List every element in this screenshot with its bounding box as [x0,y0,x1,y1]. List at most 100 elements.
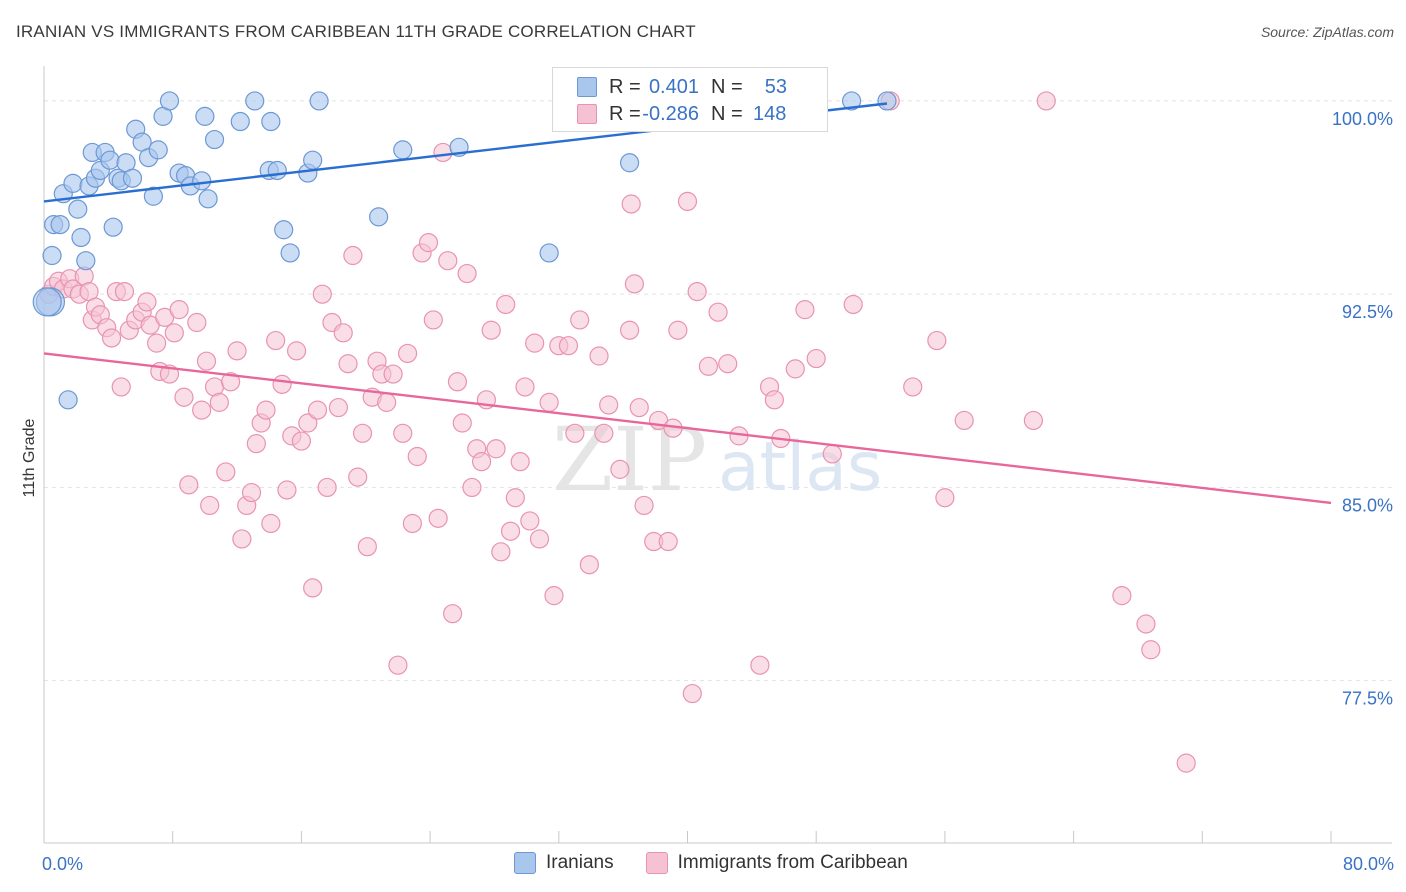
data-point-caribbean[interactable] [303,578,323,598]
data-point-caribbean[interactable] [397,343,418,364]
data-point-caribbean[interactable] [1141,640,1161,660]
data-point-caribbean[interactable] [423,310,443,330]
data-point-caribbean[interactable] [579,555,599,575]
data-point-caribbean[interactable] [510,452,530,472]
data-point-caribbean[interactable] [256,400,276,420]
data-point-caribbean[interactable] [227,341,247,361]
data-point-caribbean[interactable] [1036,91,1056,111]
data-point-caribbean[interactable] [272,374,292,394]
data-point-caribbean[interactable] [565,423,585,443]
data-point-caribbean[interactable] [147,333,167,353]
data-point-caribbean[interactable] [634,495,654,516]
data-point-caribbean[interactable] [658,531,678,552]
data-point-caribbean[interactable] [500,521,521,541]
data-point-iranians[interactable] [539,243,559,263]
data-point-caribbean[interactable] [443,604,463,624]
data-point-caribbean[interactable] [291,431,311,451]
data-point-caribbean[interactable] [433,142,453,163]
data-point-caribbean[interactable] [352,423,373,443]
data-point-iranians[interactable] [245,91,265,111]
data-point-caribbean[interactable] [393,423,413,443]
data-point-caribbean[interactable] [1112,586,1132,606]
data-point-caribbean[interactable] [795,300,815,320]
data-point-caribbean[interactable] [388,655,408,675]
data-point-caribbean[interactable] [1023,410,1043,431]
data-point-caribbean[interactable] [806,348,826,369]
data-point-iranians[interactable] [192,171,212,191]
data-point-caribbean[interactable] [169,300,189,320]
data-point-iranians[interactable] [42,245,62,266]
data-point-caribbean[interactable] [471,452,492,472]
data-point-caribbean[interactable] [221,372,241,392]
data-point-caribbean[interactable] [111,377,131,397]
data-point-iranians[interactable] [230,111,250,132]
data-point-caribbean[interactable] [343,245,363,266]
series-legend-caribbean[interactable]: Immigrants from Caribbean [645,852,908,874]
data-point-caribbean[interactable] [179,475,199,495]
data-point-iranians[interactable] [63,173,83,193]
data-point-caribbean[interactable] [764,390,784,410]
data-point-caribbean[interactable] [338,354,358,374]
data-point-caribbean[interactable] [383,364,403,384]
data-point-caribbean[interactable] [452,413,472,433]
data-point-caribbean[interactable] [621,194,641,214]
data-point-caribbean[interactable] [750,655,770,675]
data-point-caribbean[interactable] [496,294,516,315]
data-point-iranians[interactable] [143,186,163,206]
data-point-caribbean[interactable] [520,511,540,531]
data-point-caribbean[interactable] [447,372,468,392]
data-point-iranians[interactable] [198,189,218,209]
data-point-iranians[interactable] [393,140,413,160]
data-point-caribbean[interactable] [196,351,217,371]
data-point-caribbean[interactable] [328,397,349,418]
data-point-caribbean[interactable] [232,529,252,549]
data-point-caribbean[interactable] [348,467,368,487]
data-point-iranians[interactable] [58,390,78,410]
data-point-caribbean[interactable] [822,444,842,464]
data-point-caribbean[interactable] [307,400,328,420]
data-point-caribbean[interactable] [216,462,236,482]
data-point-caribbean[interactable] [687,281,707,302]
data-point-caribbean[interactable] [457,263,477,284]
data-point-iranians[interactable] [103,217,123,237]
data-point-caribbean[interactable] [312,284,332,304]
data-point-caribbean[interactable] [539,392,559,412]
data-point-iranians[interactable] [267,160,287,181]
data-point-caribbean[interactable] [209,392,229,412]
data-point-caribbean[interactable] [101,328,122,348]
data-point-caribbean[interactable] [333,323,353,343]
data-point-caribbean[interactable] [114,281,135,302]
data-point-caribbean[interactable] [357,537,377,557]
data-point-caribbean[interactable] [529,529,550,549]
data-point-caribbean[interactable] [515,377,535,397]
data-point-caribbean[interactable] [558,336,579,356]
data-point-iranians[interactable] [280,243,300,263]
data-point-caribbean[interactable] [682,683,702,704]
data-point-iranians[interactable] [122,168,143,188]
data-point-iranians[interactable] [71,227,91,248]
data-point-caribbean[interactable] [418,233,439,253]
data-point-caribbean[interactable] [286,341,307,361]
data-point-iranians[interactable] [68,199,88,219]
data-point-caribbean[interactable] [246,434,266,454]
data-point-caribbean[interactable] [954,410,974,431]
data-point-caribbean[interactable] [935,488,955,508]
data-point-iranians[interactable] [303,150,323,170]
data-point-caribbean[interactable] [544,586,564,606]
data-point-caribbean[interactable] [525,333,545,353]
data-point-iranians[interactable] [100,150,120,170]
data-point-caribbean[interactable] [317,477,337,498]
data-point-caribbean[interactable] [481,320,501,340]
data-point-caribbean[interactable] [677,191,698,212]
data-point-iranians[interactable] [309,91,329,111]
data-point-iranians[interactable] [261,111,281,132]
data-point-caribbean[interactable] [200,495,220,516]
data-point-iranians[interactable] [619,153,640,173]
data-point-caribbean[interactable] [241,482,262,503]
data-point-caribbean[interactable] [610,459,630,479]
data-point-caribbean[interactable] [785,359,805,379]
data-point-iranians[interactable] [369,207,389,227]
data-point-caribbean[interactable] [1136,614,1156,634]
data-point-caribbean[interactable] [462,477,482,498]
data-point-caribbean[interactable] [629,397,649,418]
